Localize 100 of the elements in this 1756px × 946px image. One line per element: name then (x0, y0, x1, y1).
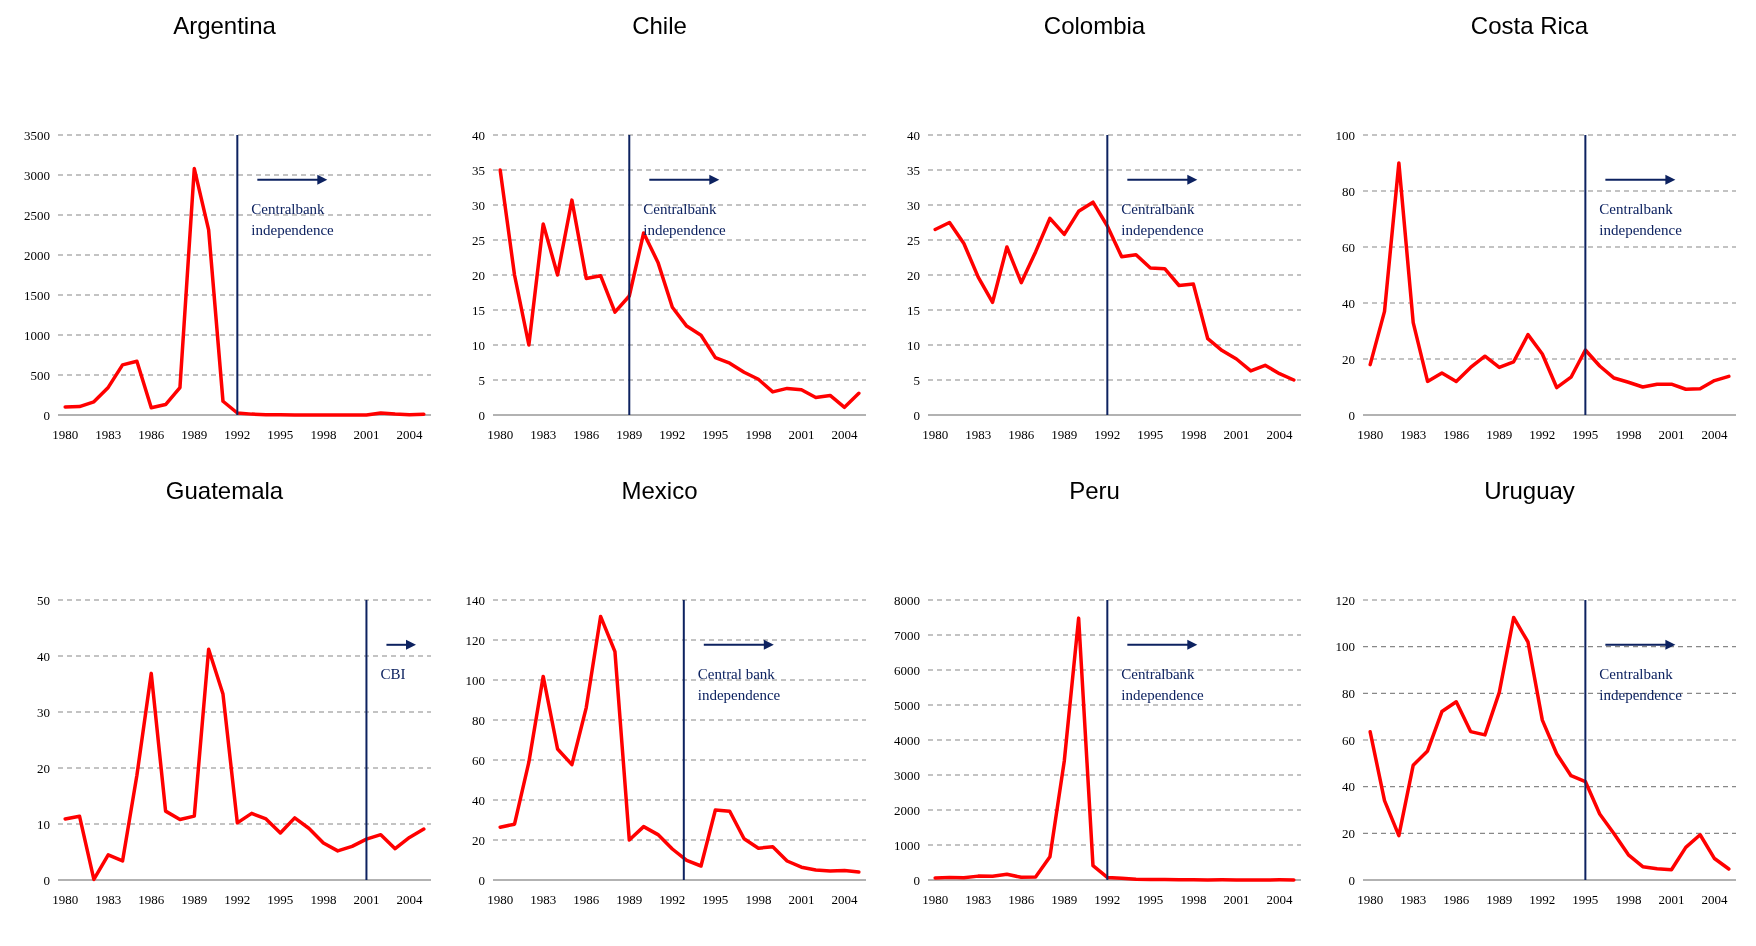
x-tick-label: 2001 (353, 427, 380, 442)
chart-title: Costa Rica (1470, 12, 1589, 39)
y-tick-label: 30 (472, 197, 485, 213)
y-tick-label: 10 (472, 337, 485, 353)
x-tick-label: 2004 (831, 427, 858, 442)
x-tick-label: 1986 (138, 892, 165, 907)
y-tick-label: 20 (907, 267, 920, 283)
chart-title: Uruguay (1484, 477, 1575, 504)
y-tick-label: 50 (37, 592, 50, 608)
x-tick-label: 1998 (310, 427, 337, 442)
x-tick-label: 1989 (616, 892, 643, 907)
x-tick-label: 1992 (224, 427, 251, 442)
x-tick-label: 2004 (1701, 427, 1728, 442)
y-tick-label: 40 (472, 792, 485, 808)
y-tick-label: 20 (37, 760, 50, 776)
x-tick-label: 1980 (52, 427, 79, 442)
x-tick-label: 2001 (353, 892, 380, 907)
y-tick-label: 3500 (24, 127, 50, 143)
x-tick-label: 2004 (1701, 892, 1728, 907)
y-tick-label: 40 (472, 127, 485, 143)
y-tick-label: 5 (478, 372, 485, 388)
y-tick-label: 30 (907, 197, 920, 213)
x-tick-label: 1980 (487, 892, 514, 907)
y-tick-label: 10 (37, 816, 50, 832)
x-tick-label: 1983 (95, 892, 122, 907)
y-tick-label: 0 (478, 407, 485, 423)
x-tick-label: 1995 (1137, 892, 1164, 907)
chart-title: Mexico (621, 477, 698, 504)
y-tick-label: 120 (1335, 592, 1355, 608)
x-tick-label: 1992 (659, 427, 686, 442)
y-tick-label: 2000 (24, 247, 50, 263)
y-tick-label: 100 (1335, 639, 1355, 655)
line-series (1368, 161, 1731, 391)
y-tick-label: 20 (472, 267, 485, 283)
x-tick-label: 1986 (1008, 892, 1035, 907)
y-tick-label: 60 (472, 752, 485, 768)
y-tick-label: 100 (465, 672, 485, 688)
x-tick-label: 1983 (95, 427, 122, 442)
x-tick-label: 1995 (267, 427, 294, 442)
y-tick-label: 140 (465, 592, 485, 608)
x-tick-label: 1998 (745, 892, 772, 907)
y-tick-label: 0 (478, 872, 485, 888)
x-tick-label: 1989 (181, 427, 208, 442)
y-tick-label: 2500 (24, 207, 50, 223)
x-tick-label: 1986 (1008, 427, 1035, 442)
line-series (933, 616, 1296, 882)
y-tick-label: 100 (1335, 127, 1355, 143)
x-tick-label: 2001 (788, 427, 815, 442)
y-tick-label: 1000 (894, 837, 920, 853)
y-tick-label: 0 (1348, 872, 1355, 888)
x-tick-label: 1998 (1180, 892, 1207, 907)
y-tick-label: 0 (43, 407, 50, 423)
y-tick-label: 35 (907, 162, 920, 178)
x-tick-label: 1989 (181, 892, 208, 907)
x-tick-label: 2001 (788, 892, 815, 907)
x-tick-label: 1980 (487, 427, 514, 442)
y-tick-label: 0 (913, 407, 920, 423)
y-tick-label: 6000 (894, 662, 920, 678)
y-tick-label: 5000 (894, 697, 920, 713)
line-series (1368, 615, 1731, 872)
x-tick-label: 1986 (573, 427, 600, 442)
y-tick-label: 0 (43, 872, 50, 888)
x-tick-label: 2004 (1266, 427, 1293, 442)
x-tick-label: 1995 (1137, 427, 1164, 442)
chart-title: Chile (632, 12, 687, 39)
x-tick-label: 1986 (573, 892, 600, 907)
x-tick-label: 1998 (745, 427, 772, 442)
y-tick-label: 7000 (894, 627, 920, 643)
y-tick-label: 40 (37, 648, 50, 664)
line-series (63, 647, 426, 882)
x-tick-label: 1992 (1529, 427, 1556, 442)
ref-line-label: Centralbank independence (251, 200, 335, 238)
x-tick-label: 2004 (396, 427, 423, 442)
x-tick-label: 1992 (224, 892, 251, 907)
x-tick-label: 1998 (310, 892, 337, 907)
x-tick-label: 1995 (267, 892, 294, 907)
x-tick-label: 1983 (1400, 892, 1427, 907)
x-tick-label: 2004 (396, 892, 423, 907)
x-tick-label: 1989 (616, 427, 643, 442)
x-tick-label: 1983 (965, 427, 992, 442)
ref-line-label: Central bank independence (697, 665, 781, 703)
x-tick-label: 2001 (1658, 427, 1685, 442)
x-tick-label: 1980 (1357, 892, 1384, 907)
y-tick-label: 10 (907, 337, 920, 353)
x-tick-label: 1995 (1572, 427, 1599, 442)
y-tick-label: 20 (472, 832, 485, 848)
ref-line-label: Centralbank independence (643, 200, 727, 238)
x-tick-label: 1989 (1051, 892, 1078, 907)
y-tick-label: 15 (472, 302, 485, 318)
y-tick-label: 80 (472, 712, 485, 728)
x-tick-label: 1986 (1443, 427, 1470, 442)
x-tick-label: 1998 (1615, 892, 1642, 907)
y-tick-label: 80 (1342, 685, 1355, 701)
chart-title: Colombia (1043, 12, 1146, 39)
x-tick-label: 1980 (52, 892, 79, 907)
y-tick-label: 3000 (24, 167, 50, 183)
chart-title: Peru (1069, 477, 1120, 504)
y-tick-label: 5 (913, 372, 920, 388)
x-tick-label: 1992 (1529, 892, 1556, 907)
y-tick-label: 40 (907, 127, 920, 143)
